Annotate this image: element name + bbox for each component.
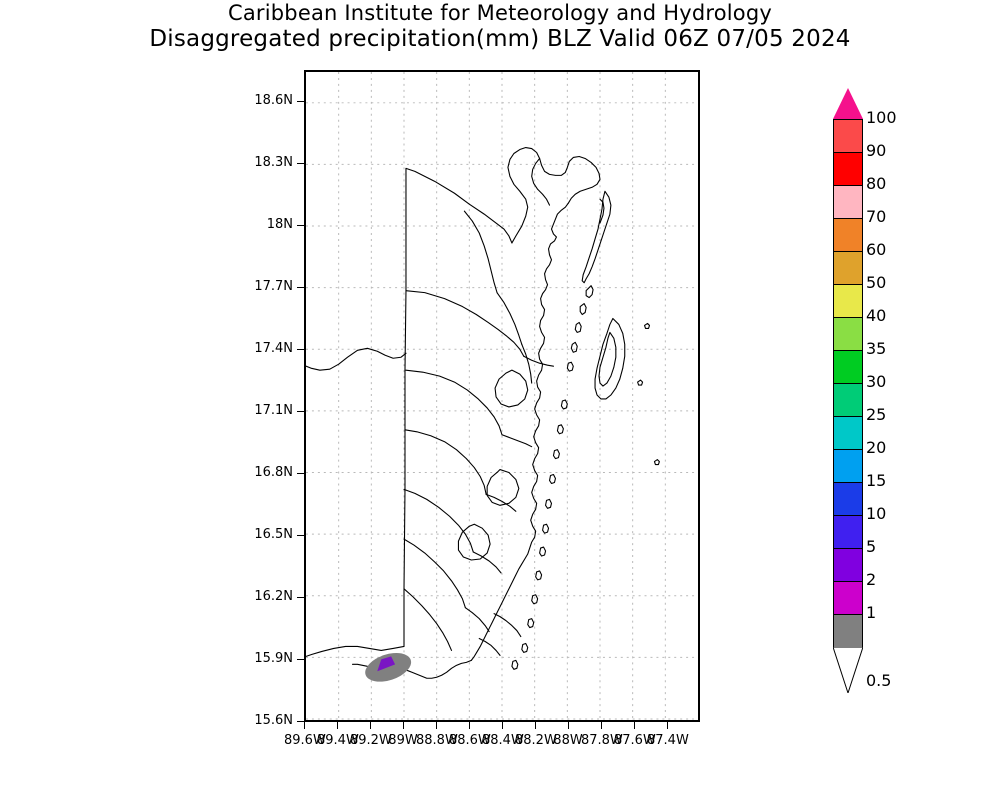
colorbar-block-1-2 — [833, 581, 863, 614]
x-tick — [337, 722, 338, 729]
colorbar-label: 50 — [866, 273, 887, 292]
x-axis-label: 88.8W — [416, 733, 458, 748]
precip-cell-0.5-1mm — [365, 652, 412, 682]
x-tick — [403, 722, 404, 729]
colorbar-block-0.5-1 — [833, 614, 863, 647]
colorbar-label: 20 — [866, 438, 887, 457]
colorbar-label: 70 — [866, 207, 887, 226]
x-axis-label: 88.4W — [482, 733, 524, 748]
x-axis-label: 89W — [388, 733, 418, 748]
belize-map-outline — [306, 146, 660, 679]
colorbar-label: 100 — [866, 108, 897, 127]
x-tick — [667, 722, 668, 729]
x-tick — [568, 722, 569, 729]
x-tick — [634, 722, 635, 729]
y-axis-label: 18.6N — [254, 93, 293, 108]
y-tick — [297, 597, 304, 598]
colorbar-over-arrow — [833, 88, 863, 119]
y-tick — [297, 535, 304, 536]
colorbar-block-50-60 — [833, 251, 863, 284]
x-tick — [469, 722, 470, 729]
y-tick — [297, 101, 304, 102]
x-tick — [502, 722, 503, 729]
chart-title-block: Caribbean Institute for Meteorology and … — [0, 0, 1000, 53]
x-axis-label: 89.2W — [350, 733, 392, 748]
map-plot-area — [304, 70, 700, 722]
y-axis-label: 15.9N — [254, 651, 293, 666]
x-tick — [601, 722, 602, 729]
y-axis-label: 16.2N — [254, 589, 293, 604]
colorbar — [832, 88, 864, 695]
y-tick — [297, 349, 304, 350]
y-axis-label: 15.6N — [254, 713, 293, 728]
y-axis-label: 17.4N — [254, 341, 293, 356]
colorbar-label: 2 — [866, 570, 877, 589]
y-tick — [297, 287, 304, 288]
y-axis-label: 18N — [266, 217, 293, 232]
x-axis-label: 87.4W — [647, 733, 689, 748]
colorbar-block-5-10 — [833, 515, 863, 548]
colorbar-under-arrow — [832, 646, 864, 695]
precipitation-overlay — [365, 652, 412, 682]
page-title: Disaggregated precipitation(mm) BLZ Vali… — [149, 26, 851, 52]
colorbar-block-15-20 — [833, 449, 863, 482]
x-axis-label: 88.2W — [515, 733, 557, 748]
colorbar-label: 40 — [866, 306, 887, 325]
colorbar-block-40-50 — [833, 284, 863, 317]
x-tick — [436, 722, 437, 729]
x-axis-label: 88.6W — [449, 733, 491, 748]
colorbar-label: 0.5 — [866, 671, 892, 690]
x-axis-label: 89.6W — [284, 733, 326, 748]
colorbar-block-35-40 — [833, 317, 863, 350]
colorbar-label: 80 — [866, 174, 887, 193]
y-axis-label: 17.1N — [254, 403, 293, 418]
y-axis-label: 17.7N — [254, 279, 293, 294]
y-tick — [297, 473, 304, 474]
precip-cell-1-2mm — [377, 656, 396, 672]
y-tick — [297, 721, 304, 722]
colorbar-block-10-15 — [833, 482, 863, 515]
colorbar-block-20-25 — [833, 416, 863, 449]
x-tick — [304, 722, 305, 729]
y-tick — [297, 659, 304, 660]
x-axis-label: 88W — [553, 733, 583, 748]
colorbar-block-90-100 — [833, 119, 863, 152]
y-tick — [297, 163, 304, 164]
x-axis-label: 87.6W — [614, 733, 656, 748]
institute-title: Caribbean Institute for Meteorology and … — [227, 1, 773, 25]
colorbar-block-60-70 — [833, 218, 863, 251]
colorbar-block-2-5 — [833, 548, 863, 581]
colorbar-label: 5 — [866, 537, 877, 556]
x-tick — [535, 722, 536, 729]
colorbar-label: 30 — [866, 372, 887, 391]
colorbar-label: 10 — [866, 504, 887, 523]
x-axis-label: 89.4W — [317, 733, 359, 748]
colorbar-block-30-35 — [833, 350, 863, 383]
y-tick — [297, 225, 304, 226]
colorbar-label: 15 — [866, 471, 887, 490]
y-tick — [297, 411, 304, 412]
colorbar-label: 1 — [866, 603, 877, 622]
y-axis-label: 16.8N — [254, 465, 293, 480]
x-tick — [370, 722, 371, 729]
colorbar-label: 60 — [866, 240, 887, 259]
colorbar-block-25-30 — [833, 383, 863, 416]
y-axis-label: 16.5N — [254, 527, 293, 542]
colorbar-label: 35 — [866, 339, 887, 358]
colorbar-label: 25 — [866, 405, 887, 424]
colorbar-block-80-90 — [833, 152, 863, 185]
colorbar-label: 90 — [866, 141, 887, 160]
x-axis-label: 87.8W — [581, 733, 623, 748]
colorbar-block-70-80 — [833, 185, 863, 218]
y-axis-label: 18.3N — [254, 155, 293, 170]
